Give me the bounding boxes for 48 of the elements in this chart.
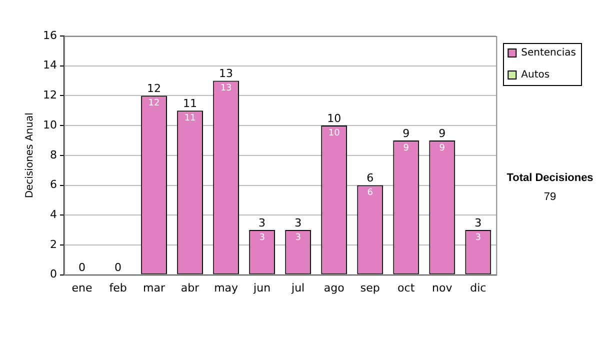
x-tick-label: abr [180, 281, 200, 294]
data-label: 9 [403, 143, 410, 154]
x-tick-label: may [214, 281, 239, 294]
data-label: 3 [475, 232, 481, 243]
text: Total Decisiones [506, 172, 594, 184]
x-tick-label: jun [252, 281, 271, 294]
data-label: 3 [295, 232, 301, 243]
y-tick-label: 0 [50, 268, 57, 281]
data-label: 13 [220, 84, 232, 94]
total-label: 0 [78, 261, 86, 274]
x-tick-label: dic [470, 281, 486, 294]
x-tick-label: jul [290, 281, 305, 294]
total-label: 11 [183, 96, 198, 110]
text: 79 [544, 191, 556, 204]
x-tick-label: ene [72, 281, 92, 294]
y-tick-label: 12 [42, 88, 57, 102]
data-label: 12 [148, 98, 160, 109]
total-label: 10 [327, 112, 342, 125]
x-tick-label: mar [143, 281, 166, 294]
data-label: 11 [184, 113, 196, 124]
legend-label: Sentencias [521, 48, 576, 59]
total-label: 13 [219, 67, 234, 80]
total-label: 9 [438, 126, 446, 140]
x-tick-label: oct [398, 281, 416, 294]
data-label: 3 [259, 232, 265, 243]
total-label: 12 [147, 82, 162, 96]
y-tick-label: 8 [50, 148, 57, 162]
total-label: 3 [258, 216, 266, 230]
y-tick-label: 4 [50, 208, 57, 221]
total-label: 3 [294, 216, 302, 230]
y-tick-label: 10 [42, 118, 57, 132]
y-tick-label: 6 [50, 178, 57, 192]
total-label: 0 [114, 261, 122, 274]
x-tick-label: ago [324, 281, 345, 294]
y-axis-title: Decisiones Anual [24, 112, 36, 198]
legend-label: Autos [521, 70, 550, 81]
data-label: 6 [367, 188, 374, 198]
x-tick-label: feb [109, 281, 127, 294]
total-label: 9 [402, 126, 410, 140]
data-label: 10 [328, 128, 340, 138]
y-tick-label: 2 [50, 238, 57, 251]
x-tick-label: sep [360, 281, 380, 294]
data-label: 9 [439, 143, 446, 154]
y-tick-label: 14 [42, 58, 57, 72]
y-tick-label: 16 [42, 28, 57, 42]
total-label: 3 [474, 216, 482, 230]
x-tick-label: nov [432, 281, 453, 294]
total-label: 6 [366, 172, 374, 185]
